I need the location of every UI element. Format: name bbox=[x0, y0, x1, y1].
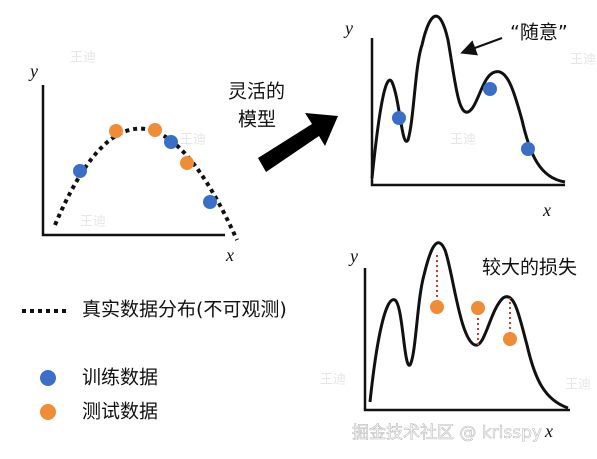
axes bbox=[41, 85, 225, 237]
train-point bbox=[521, 142, 535, 156]
legend-label: 训练数据 bbox=[82, 367, 158, 389]
annotation: 较大的损失 bbox=[482, 257, 577, 279]
fit-curve bbox=[368, 241, 569, 410]
bottom-right-plot: y x 较大的损失 bbox=[348, 241, 577, 441]
true-curve bbox=[53, 126, 239, 241]
watermark: 王迪 bbox=[320, 373, 346, 388]
test-point bbox=[109, 124, 123, 138]
y-label: y bbox=[343, 18, 353, 38]
watermark: 王迪 bbox=[80, 215, 106, 230]
legend-label: 测试数据 bbox=[82, 401, 158, 423]
train-point bbox=[483, 82, 497, 96]
watermark: 王迪 bbox=[565, 378, 591, 393]
train-point bbox=[203, 195, 217, 209]
arrow-label: 灵活的 bbox=[228, 81, 285, 103]
legend-test bbox=[40, 404, 56, 420]
test-point bbox=[180, 156, 194, 170]
test-point bbox=[148, 123, 162, 137]
test-point bbox=[430, 300, 444, 314]
legend-train bbox=[40, 370, 56, 386]
x-label: x bbox=[542, 200, 551, 220]
watermark-group: 王迪 王迪 王迪 王迪 王迪 王迪 王迪 bbox=[70, 51, 596, 393]
train-point bbox=[73, 164, 87, 178]
test-point bbox=[503, 332, 517, 346]
watermark: 王迪 bbox=[570, 53, 596, 68]
axes bbox=[363, 268, 570, 412]
watermark: 王迪 bbox=[450, 133, 476, 148]
x-label: x bbox=[225, 245, 234, 265]
y-label: y bbox=[348, 246, 358, 266]
test-point bbox=[471, 301, 485, 315]
annotation: “随意” bbox=[510, 22, 568, 44]
legend-label: 真实数据分布(不可观测) bbox=[82, 299, 287, 321]
axes bbox=[370, 38, 565, 187]
watermark: 王迪 bbox=[180, 133, 206, 148]
arrow-label: 模型 bbox=[238, 109, 276, 131]
annotation-arrow bbox=[460, 37, 503, 56]
top-right-plot: y x “随意” bbox=[343, 14, 568, 220]
train-point bbox=[392, 111, 406, 125]
legend: 真实数据分布(不可观测) 训练数据 测试数据 bbox=[22, 299, 287, 423]
left-plot: y x bbox=[28, 61, 239, 265]
big-arrow bbox=[258, 113, 338, 172]
y-label: y bbox=[28, 61, 38, 81]
watermark: 王迪 bbox=[70, 51, 96, 66]
site-watermark: 掘金技术社区 @ krisspy bbox=[352, 423, 542, 443]
x-label: x bbox=[544, 421, 553, 441]
fit-curve bbox=[370, 14, 566, 184]
train-point bbox=[164, 135, 178, 149]
